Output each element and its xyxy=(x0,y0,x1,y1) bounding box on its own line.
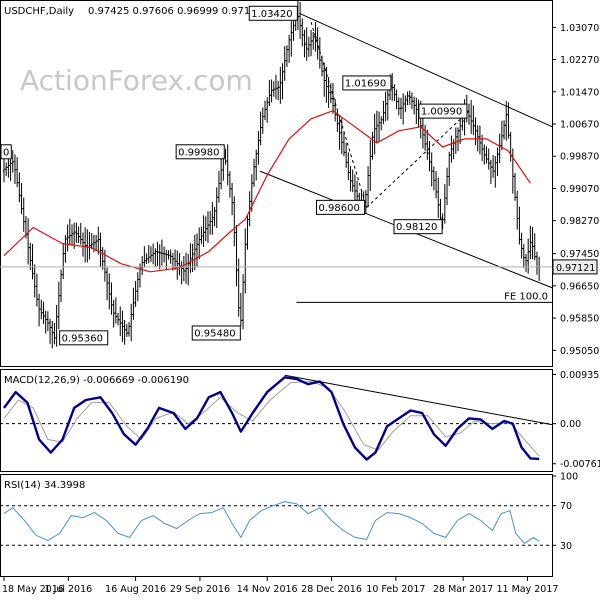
price-annotations: 1.03420 1.01690 1.00990 0.99980 0.98600 0.981… xyxy=(0,5,468,346)
price-y-tick-label: 1.02270 xyxy=(560,55,599,66)
price-annotation-box xyxy=(191,325,241,341)
macd-y-tick-label: -0.007612 xyxy=(560,459,600,470)
x-tick-label: 16 Aug 2016 xyxy=(105,584,166,595)
price-annotation-box xyxy=(248,5,298,21)
current-price-label: 0.97121 xyxy=(556,263,595,274)
price-annotation-box xyxy=(418,103,468,119)
macd-lines: 0.009352 0.00 -0.007612 xyxy=(0,370,600,470)
price-annotation: 0.98120 xyxy=(393,219,443,235)
macd-panel-frame xyxy=(0,369,553,472)
x-tick-label: 11 May 2017 xyxy=(496,584,558,595)
price-annotation-label: 0.99980 xyxy=(178,147,219,158)
price-annotation: 0.98600 xyxy=(316,199,366,215)
x-tick-label: 29 Sep 2016 xyxy=(170,584,230,595)
macd-trendline xyxy=(284,374,553,426)
x-tick-label: 1 Jul 2016 xyxy=(44,584,92,595)
price-y-tick-label: 1.03070 xyxy=(560,23,599,34)
macd-line xyxy=(3,376,540,461)
rsi-panel: RSI(14) 34.3998 100 70 30 xyxy=(0,472,578,577)
price-y-tick-label: 0.95050 xyxy=(560,346,599,357)
watermark: ActionForex.com xyxy=(20,64,253,97)
price-y-tick-label: 1.00670 xyxy=(560,120,599,131)
fe-level: FE 100.0 xyxy=(296,291,552,303)
price-annotation-label: 0.95360 xyxy=(62,333,103,344)
price-annotation-label: 0 xyxy=(3,147,9,158)
price-annotation: 0 xyxy=(0,144,12,160)
macd-panel: MACD(12,26,9) -0.006669 -0.006190 0.0093… xyxy=(0,369,600,472)
price-annotation-label: 1.00990 xyxy=(421,107,462,118)
macd-y-tick-label: 0.009352 xyxy=(560,370,600,381)
moving-average-line xyxy=(3,110,531,273)
macd-y-tick-label: 0.00 xyxy=(560,419,581,430)
moving-average xyxy=(3,110,531,273)
price-y-tick-label: 0.95850 xyxy=(560,314,599,325)
price-annotation-label: 0.95480 xyxy=(194,328,235,339)
x-tick-label: 28 Mar 2017 xyxy=(433,584,493,595)
x-tick-label: 10 Feb 2017 xyxy=(366,584,425,595)
price-annotation-box xyxy=(0,144,12,160)
price-annotation-box xyxy=(175,144,225,160)
current-price: 0.97121 xyxy=(0,259,598,275)
macd-title: MACD(12,26,9) -0.006669 -0.006190 xyxy=(4,375,189,386)
rsi-y-tick-label: 100 xyxy=(560,472,578,483)
fe-level-label: FE 100.0 xyxy=(504,291,548,302)
x-tick-label: 14 Nov 2016 xyxy=(237,584,298,595)
price-annotation: 0.95360 xyxy=(59,330,109,346)
price-annotation: 0.99980 xyxy=(175,144,225,160)
price-panel: ActionForex.com USDCHF,Daily 0.97425 0.9… xyxy=(0,0,599,367)
price-annotation-label: 0.98120 xyxy=(396,222,437,233)
rsi-line: 100 70 30 xyxy=(0,472,578,552)
price-annotation-label: 0.98600 xyxy=(319,203,360,214)
price-annotation-label: 1.03420 xyxy=(251,9,292,20)
rsi-y-tick-label: 30 xyxy=(560,541,572,552)
price-candles xyxy=(2,0,541,349)
price-annotation: 1.01690 xyxy=(342,75,392,91)
price-y-tick-label: 0.99870 xyxy=(560,152,599,163)
price-annotation-box xyxy=(59,330,109,346)
price-annotation-box xyxy=(342,75,392,91)
price-y-tick-label: 0.98270 xyxy=(560,216,599,227)
price-panel-frame xyxy=(0,0,553,367)
price-y-tick-label: 0.99070 xyxy=(560,184,599,195)
price-y-tick-label: 0.96650 xyxy=(560,281,599,292)
x-tick-label: 28 Dec 2016 xyxy=(301,584,362,595)
price-annotation: 1.03420 xyxy=(248,5,298,21)
rsi-panel-frame xyxy=(0,474,553,577)
x-tick-label: 18 May 2016 xyxy=(2,584,64,595)
current-price-box xyxy=(552,259,598,275)
price-annotation: 1.00990 xyxy=(418,103,468,119)
ohlc-readout: 0.97425 0.97606 0.96999 0.97121 xyxy=(88,6,263,17)
rsi-y-tick-label: 70 xyxy=(560,501,572,512)
chart-symbol: USDCHF,Daily xyxy=(4,6,74,17)
price-y-tick-label: 1.01470 xyxy=(560,87,599,98)
price-annotation-label: 1.01690 xyxy=(345,78,386,89)
channel-trendline xyxy=(299,12,553,128)
rsi-line xyxy=(3,501,540,544)
price-y-axis: 1.03070 1.02270 1.01470 1.00670 0.99870 0.990… xyxy=(552,23,599,357)
price-annotation-box xyxy=(316,199,366,215)
price-annotation-box xyxy=(393,219,443,235)
rsi-title: RSI(14) 34.3998 xyxy=(4,480,85,491)
price-annotation: 0.95480 xyxy=(191,325,241,341)
price-y-tick-label: 0.97450 xyxy=(560,249,599,260)
